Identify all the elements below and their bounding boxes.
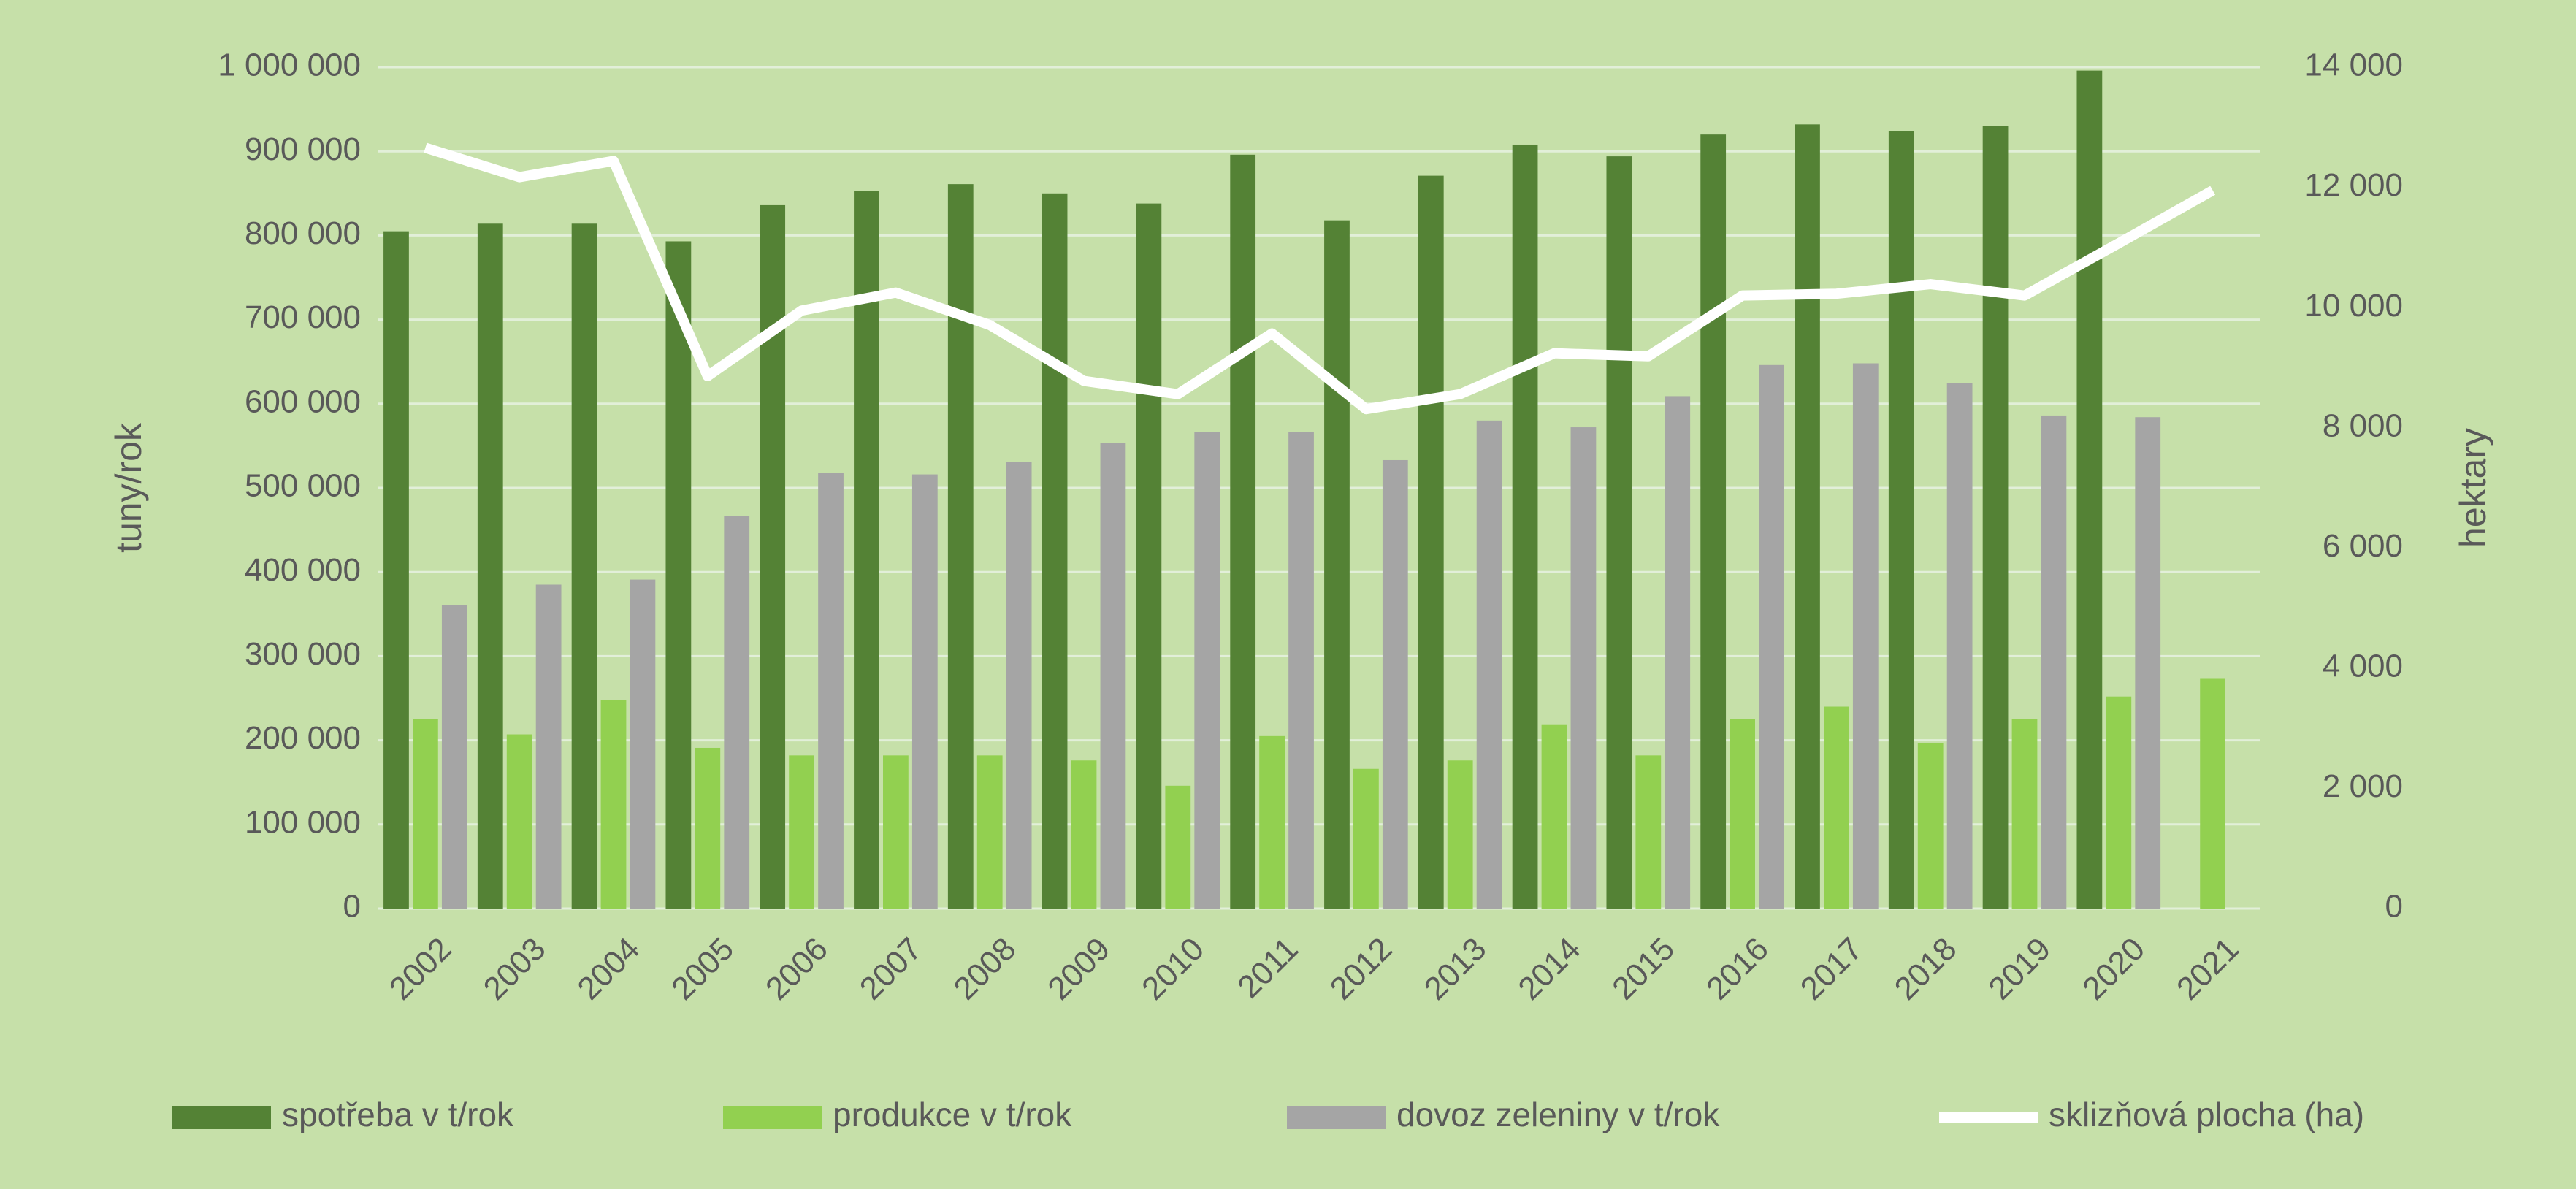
bar xyxy=(2200,678,2225,909)
bar xyxy=(1570,427,1597,909)
y2-tick-label: 0 xyxy=(2385,889,2403,925)
bar xyxy=(1946,383,1973,909)
bar xyxy=(695,747,721,909)
legend-label: spotřeba v t/rok xyxy=(282,1096,514,1133)
y-tick-label: 500 000 xyxy=(245,468,361,504)
bar xyxy=(535,584,562,909)
y-axis-title: tuny/rok xyxy=(108,422,149,553)
bar xyxy=(911,474,938,909)
bar xyxy=(1071,760,1097,909)
bar xyxy=(947,184,974,909)
y-tick-label: 700 000 xyxy=(245,299,361,335)
y2-tick-label: 4 000 xyxy=(2323,648,2403,684)
bar xyxy=(1006,462,1032,909)
bar xyxy=(506,734,532,909)
y2-tick-label: 2 000 xyxy=(2323,768,2403,804)
bar xyxy=(1852,363,1879,909)
bar xyxy=(1795,124,1820,909)
bar xyxy=(854,191,879,909)
bar xyxy=(1824,706,1849,909)
bar xyxy=(571,223,597,909)
bar xyxy=(760,204,786,909)
y-tick-label: 1 000 000 xyxy=(218,47,361,83)
bar xyxy=(1917,743,1944,909)
y-tick-label: 100 000 xyxy=(245,804,361,840)
legend-label: sklizňová plocha (ha) xyxy=(2049,1096,2364,1133)
bar xyxy=(1042,193,1068,909)
y-tick-label: 0 xyxy=(343,889,361,925)
bar xyxy=(883,755,909,909)
line xyxy=(424,142,2216,415)
bar xyxy=(477,223,503,909)
bar xyxy=(1136,203,1162,909)
bar xyxy=(2011,719,2038,909)
bar xyxy=(1353,768,1379,909)
bar xyxy=(1288,432,1314,909)
y-tick-label: 300 000 xyxy=(245,636,361,672)
bar xyxy=(413,719,438,909)
bar xyxy=(2041,415,2067,909)
bar xyxy=(665,241,692,909)
bar xyxy=(1447,760,1473,909)
bar xyxy=(1324,220,1350,909)
y2-tick-label: 8 000 xyxy=(2323,408,2403,443)
bar xyxy=(630,579,656,909)
bar xyxy=(383,231,409,909)
bar xyxy=(1759,364,1784,909)
bar xyxy=(2135,417,2161,909)
bar xyxy=(2076,70,2103,909)
y-tick-label: 400 000 xyxy=(245,552,361,588)
bar xyxy=(1194,432,1220,909)
bar xyxy=(976,755,1003,909)
bar xyxy=(1100,443,1126,909)
bar xyxy=(1665,396,1691,909)
y2-tick-label: 10 000 xyxy=(2304,288,2403,324)
bar xyxy=(1418,175,1444,909)
legend-swatch xyxy=(172,1106,271,1129)
bar xyxy=(1230,154,1256,909)
bar xyxy=(1512,144,1538,909)
y2-tick-label: 14 000 xyxy=(2304,47,2403,83)
bar xyxy=(1888,131,1914,909)
bar xyxy=(1541,724,1567,909)
y2-tick-label: 12 000 xyxy=(2304,167,2403,203)
bar xyxy=(1165,785,1191,909)
bar xyxy=(789,755,814,909)
bar xyxy=(1700,134,1727,909)
bar xyxy=(1982,126,2009,909)
y-tick-label: 600 000 xyxy=(245,383,361,419)
y-tick-label: 900 000 xyxy=(245,131,361,167)
bar xyxy=(1635,755,1662,909)
bar xyxy=(1606,156,1632,909)
bar xyxy=(818,473,844,909)
legend-label: produkce v t/rok xyxy=(833,1096,1072,1133)
bar xyxy=(1382,459,1408,909)
bar xyxy=(441,605,467,909)
bar xyxy=(2106,696,2132,909)
bar xyxy=(1259,735,1285,909)
y-tick-label: 200 000 xyxy=(245,720,361,756)
legend-label: dovoz zeleniny v t/rok xyxy=(1396,1096,1720,1133)
bar xyxy=(1730,719,1755,909)
bar xyxy=(724,516,750,909)
legend-swatch xyxy=(1287,1106,1386,1129)
y-tick-label: 800 000 xyxy=(245,215,361,251)
y2-axis-title: hektary xyxy=(2453,428,2493,548)
bar xyxy=(1476,420,1502,909)
legend-swatch xyxy=(723,1106,822,1129)
y2-tick-label: 6 000 xyxy=(2323,528,2403,564)
bar xyxy=(600,700,627,909)
